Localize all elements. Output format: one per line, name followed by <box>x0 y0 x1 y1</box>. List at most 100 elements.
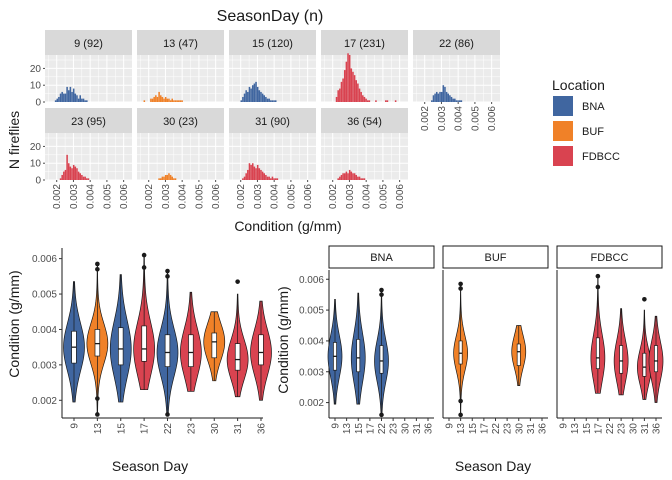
histogram-bar <box>166 174 169 180</box>
legend-swatch <box>553 121 573 141</box>
histogram-bar <box>168 98 170 102</box>
histogram-bar <box>363 178 366 180</box>
outlier-point <box>165 274 170 279</box>
histogram-bar <box>81 98 83 102</box>
histogram-bar <box>82 98 85 102</box>
histogram-bar <box>266 176 269 180</box>
box <box>258 334 264 366</box>
histogram-bar <box>84 176 86 180</box>
outlier-point <box>458 281 463 287</box>
violin-chart-faceted: Condition (g/mm) Season Day 0.002 0.003 0.… <box>275 245 664 474</box>
histogram-bar <box>248 163 251 180</box>
box <box>642 352 647 377</box>
histogram-bar <box>339 88 341 102</box>
x-axis-label: Season Day <box>112 458 188 474</box>
histogram-bar <box>250 164 252 180</box>
histogram-bar <box>168 173 170 180</box>
outlier-point <box>458 398 463 404</box>
histogram-bar <box>59 178 62 180</box>
histogram-bar <box>357 176 359 180</box>
outlier-point <box>642 296 647 302</box>
histogram-bar <box>442 85 445 102</box>
outlier-point <box>595 284 601 290</box>
histogram-bar <box>153 96 155 102</box>
x-tick-label: 23 <box>389 423 400 435</box>
y-axis-label: N fireflies <box>6 111 22 169</box>
legend-label: BNA <box>582 101 605 113</box>
x-tick-label: 0.005 <box>194 184 205 209</box>
histogram-bar <box>339 176 341 180</box>
x-tick-label: 0.002 <box>420 106 431 131</box>
x-tick-label: 17 <box>140 423 151 435</box>
violin-facet: BUF 9 13 15 17 22 23 30 31 36 <box>442 245 549 435</box>
histogram-bar <box>256 86 259 102</box>
panel-background <box>137 55 224 102</box>
y-tick-label: 0 <box>35 98 41 109</box>
outlier-point <box>165 268 170 274</box>
x-tick-label: 15 <box>582 423 593 435</box>
x-tick-label: 13 <box>93 423 104 435</box>
y-tick-label: 0.004 <box>299 336 324 347</box>
facet-strip-label: FDBCC <box>591 252 629 264</box>
histogram-bar <box>350 171 353 180</box>
histogram-bar <box>161 96 164 102</box>
histogram-facet: 13 (47) <box>137 30 224 103</box>
histogram-bar <box>353 173 356 180</box>
histogram-bar <box>58 96 60 102</box>
x-tick-label: 0.005 <box>102 184 113 209</box>
panel-background <box>45 133 132 180</box>
histogram-facet: 9 (92) 0 10 20 <box>30 30 132 109</box>
y-tick-label: 0.003 <box>32 360 57 371</box>
x-tick-label: 30 <box>628 423 639 435</box>
facet-strip-label: 13 (47) <box>163 38 198 50</box>
histogram-bar <box>457 100 459 102</box>
histogram-bar <box>455 100 458 102</box>
y-axis-label: Condition (g/mm) <box>275 286 291 393</box>
histogram-bar <box>363 96 366 102</box>
histogram-bar <box>274 178 277 180</box>
panel-background <box>229 133 316 180</box>
x-tick-label: 17 <box>479 423 490 435</box>
histogram-bar <box>260 91 262 102</box>
histogram-bar <box>181 100 183 102</box>
histogram-bar <box>343 70 346 102</box>
x-tick-label: 36 <box>538 423 549 435</box>
x-tick-label: 9 <box>70 423 81 429</box>
histogram-bar <box>255 81 257 102</box>
histogram-bar <box>268 176 270 180</box>
histogram-bar <box>447 93 450 102</box>
histogram-bar <box>340 174 343 180</box>
histogram-bar <box>158 178 160 180</box>
histogram-bar <box>360 91 362 102</box>
histogram-bar <box>449 95 451 102</box>
histogram-bar <box>81 174 83 180</box>
histogram-bar <box>440 91 443 102</box>
histogram-bar <box>161 176 164 180</box>
histogram-bar <box>69 86 72 102</box>
legend-title: Location <box>552 77 605 93</box>
x-tick-label: 0.005 <box>470 106 481 131</box>
chart-title: SeasonDay (n) <box>217 8 324 25</box>
x-tick-label: 0.003 <box>161 184 172 209</box>
histogram-bar <box>355 174 358 180</box>
x-tick-label: 30 <box>400 423 411 435</box>
histogram-bar <box>164 174 167 180</box>
histogram-bar <box>360 178 362 180</box>
box <box>141 325 147 362</box>
histogram-bar <box>385 100 387 102</box>
y-tick-label: 20 <box>30 142 42 153</box>
facet-strip <box>321 30 408 55</box>
facet-strip <box>328 245 435 269</box>
legend-label: FDBCC <box>582 151 620 163</box>
histogram-bar <box>337 90 339 102</box>
histogram-bar <box>271 100 274 102</box>
histogram-bar <box>358 88 361 102</box>
histogram-bar <box>340 81 343 102</box>
histogram-bar <box>74 93 77 102</box>
x-tick-label: 36 <box>424 423 435 435</box>
box <box>516 343 521 366</box>
histogram-bar <box>66 86 68 102</box>
facet-strip <box>321 108 408 133</box>
histogram-bar <box>432 95 435 102</box>
x-tick-label: 36 <box>652 423 663 435</box>
